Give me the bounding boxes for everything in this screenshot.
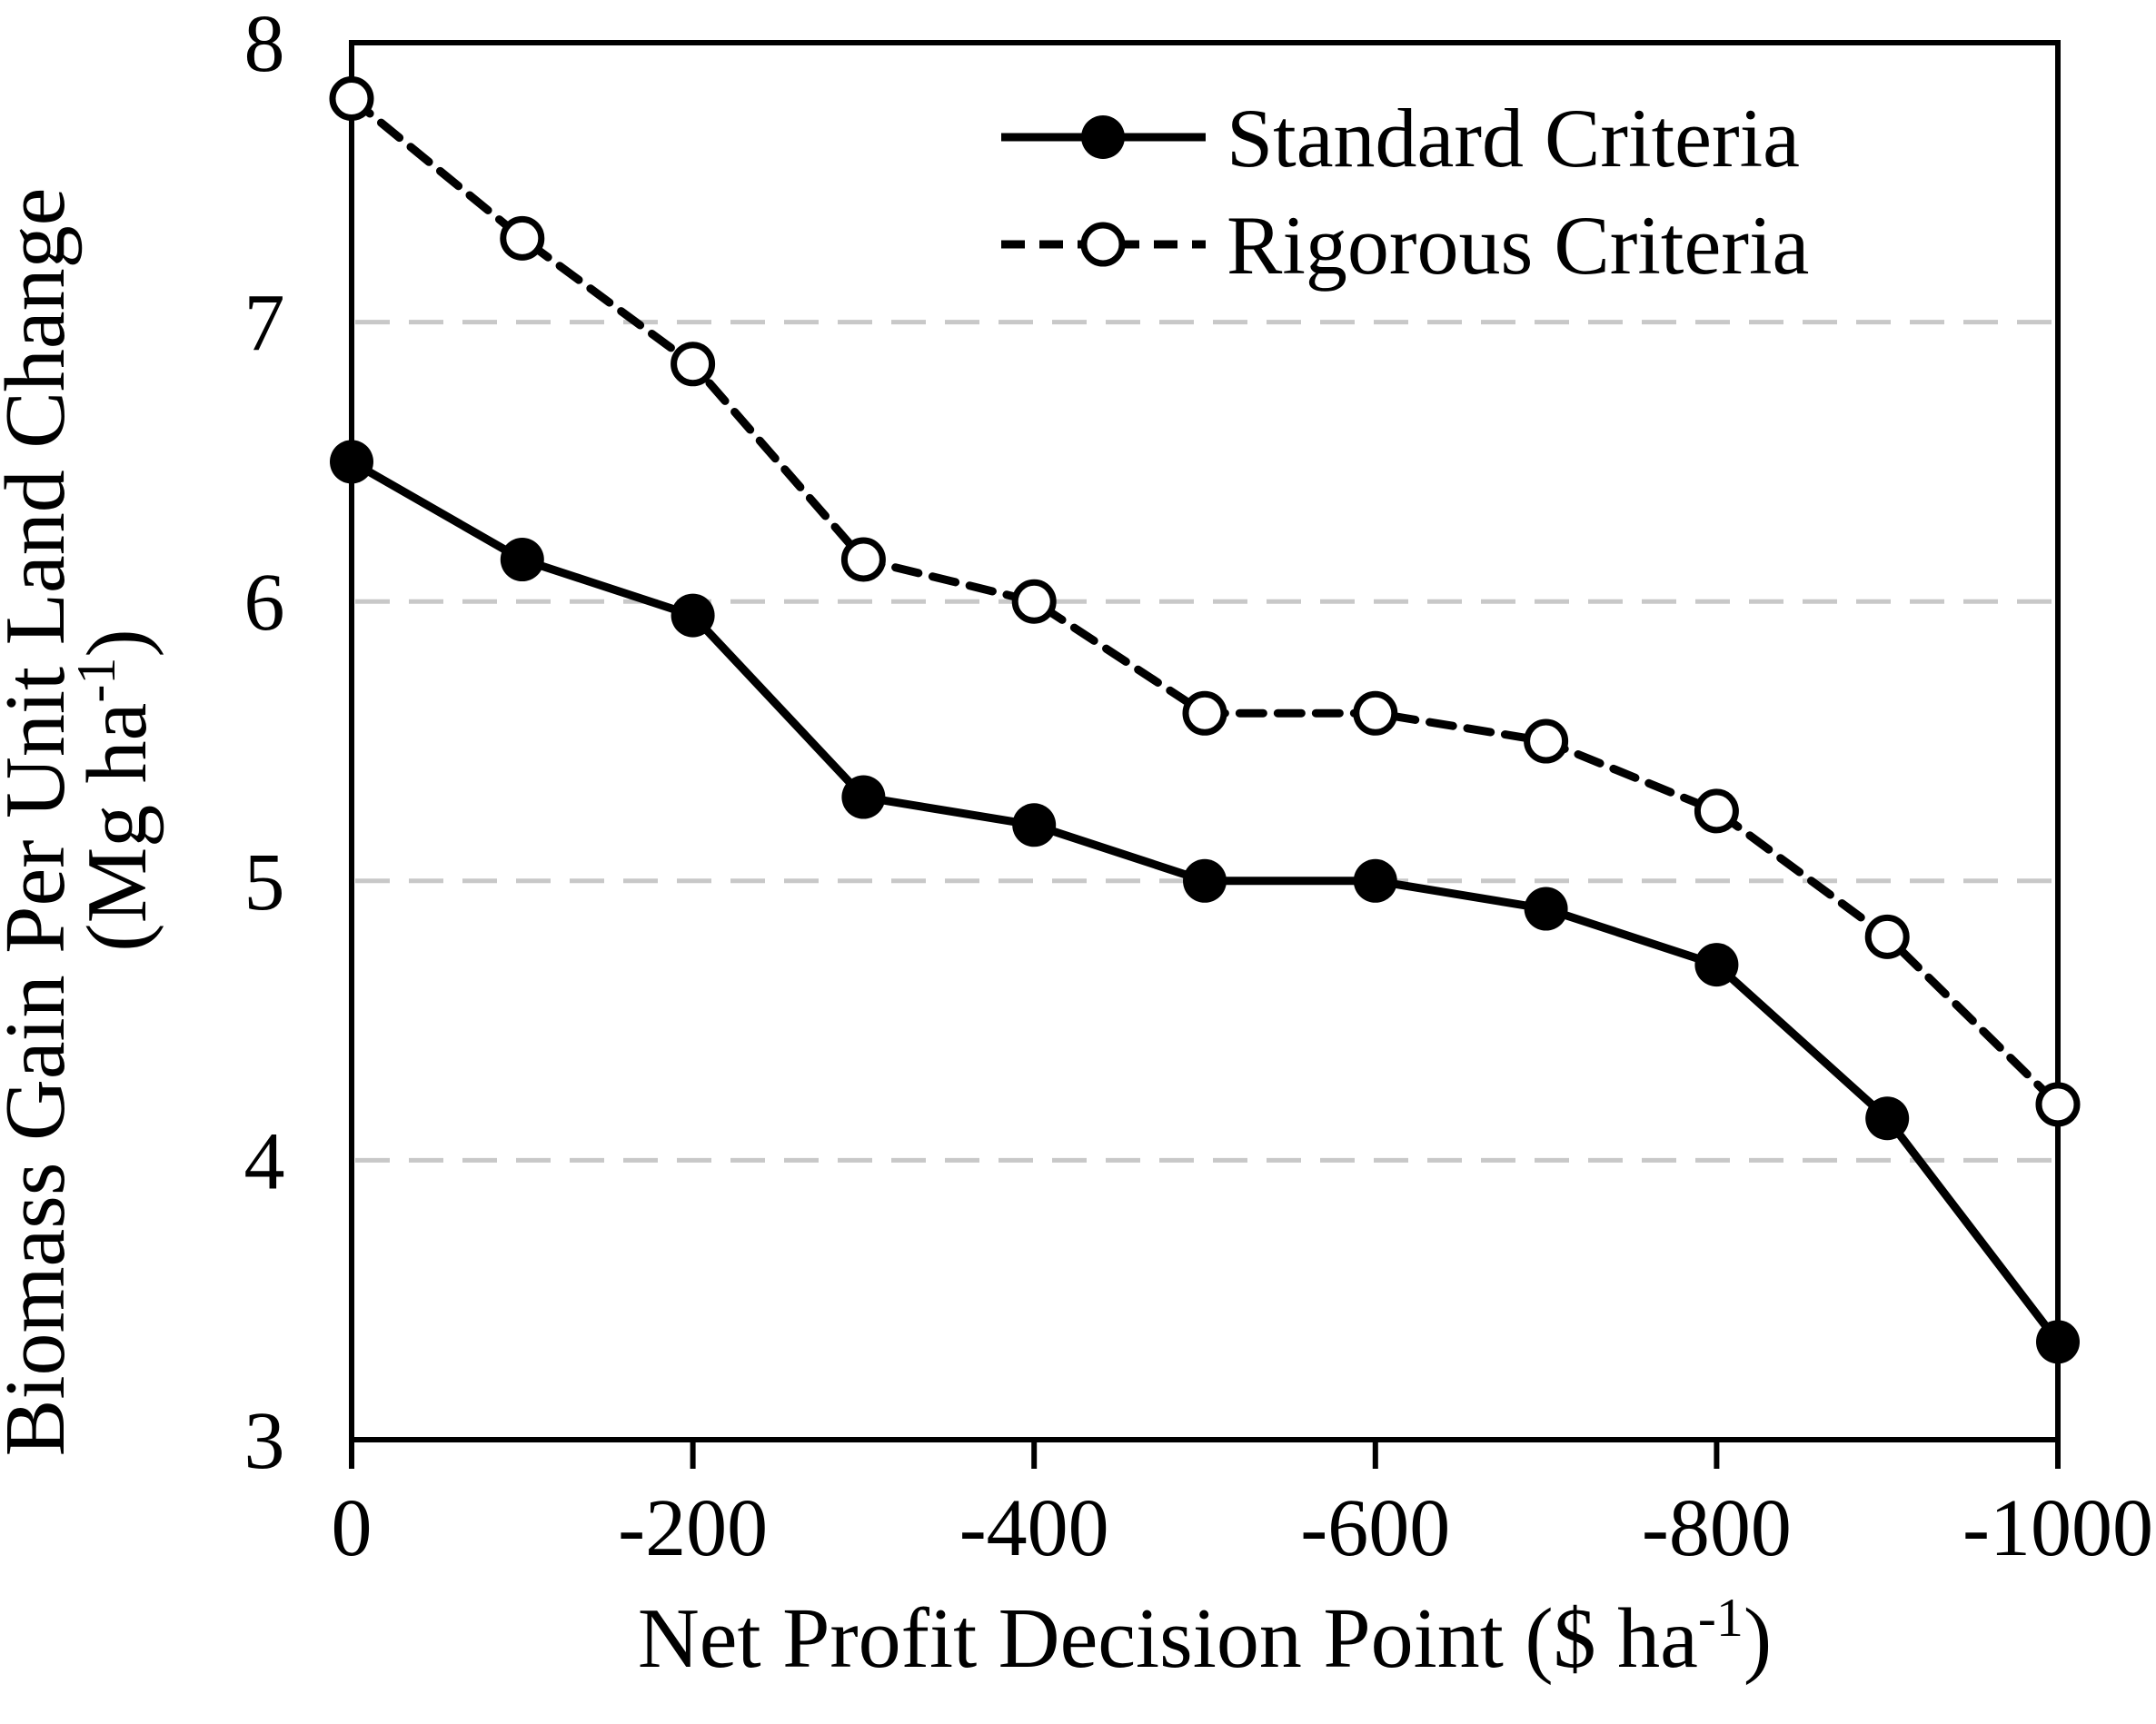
- legend-label-rigorous: Rigorous Criteria: [1227, 199, 1809, 292]
- y-axis-tick-labels: 3 4 5 6 7 8: [244, 0, 285, 1486]
- x-tick-label--600: -600: [1300, 1483, 1450, 1573]
- x-tick-label--400: -400: [959, 1483, 1109, 1573]
- x-tick-label--1000: -1000: [1962, 1483, 2153, 1573]
- marker-rigorous-criteria-x-600: [1353, 690, 1398, 736]
- marker-standard-criteria-x-1000: [2036, 1320, 2080, 1364]
- legend-marker-filled-circle: [1081, 115, 1125, 159]
- marker-standard-criteria-x-500: [1183, 858, 1227, 903]
- y-tick-label-6: 6: [244, 558, 285, 648]
- marker-standard-criteria-x-600: [1353, 858, 1397, 903]
- marker-rigorous-criteria-x-800: [1694, 788, 1739, 834]
- legend-label-standard: Standard Criteria: [1227, 92, 1800, 184]
- x-tick-label--800: -800: [1642, 1483, 1792, 1573]
- marker-standard-criteria-x-400: [1012, 803, 1057, 847]
- marker-standard-criteria-x-300: [841, 775, 886, 819]
- marker-rigorous-criteria-x-500: [1182, 690, 1227, 736]
- marker-rigorous-criteria-x-1000: [2035, 1082, 2081, 1127]
- marker-standard-criteria-x-100: [500, 538, 544, 582]
- marker-standard-criteria-x-800: [1694, 943, 1739, 987]
- y-axis-title-line1: Biomass Gain Per Unit Land Change: [0, 188, 83, 1457]
- marker-rigorous-criteria-x-400: [1011, 579, 1057, 624]
- legend-marker-open-circle: [1080, 222, 1126, 267]
- marker-rigorous-criteria-x-900: [1864, 914, 1910, 959]
- marker-rigorous-criteria-x-200: [671, 342, 716, 387]
- y-axis-title-line2: (Mg ha-1): [66, 629, 164, 951]
- y-tick-label-7: 7: [244, 279, 285, 369]
- x-axis-tick-labels: 0 -200 -400 -600 -800 -1000: [332, 1483, 2153, 1573]
- plot-border: [349, 40, 2061, 1442]
- marker-rigorous-criteria-x0: [329, 76, 374, 122]
- marker-standard-criteria-x-700: [1524, 887, 1568, 931]
- marker-rigorous-criteria-x-700: [1524, 718, 1569, 764]
- y-tick-label-8: 8: [244, 0, 285, 89]
- marker-rigorous-criteria-x-100: [500, 215, 545, 261]
- x-tick-label-0: 0: [332, 1483, 373, 1573]
- marker-rigorous-criteria-x-300: [840, 537, 886, 582]
- x-tick-label--200: -200: [618, 1483, 768, 1573]
- marker-standard-criteria-x0: [330, 440, 373, 484]
- legend-item-rigorous: Rigorous Criteria: [1001, 199, 1809, 292]
- y-tick-label-3: 3: [244, 1396, 285, 1486]
- legend-item-standard: Standard Criteria: [1001, 92, 1800, 184]
- x-axis-ticks: [349, 1440, 2061, 1469]
- marker-standard-criteria-x-200: [671, 593, 715, 638]
- marker-standard-criteria-x-900: [1865, 1096, 1910, 1141]
- y-tick-label-4: 4: [244, 1116, 285, 1206]
- x-axis-title: Net Profit Decision Point ($ ha-1): [638, 1588, 1772, 1686]
- legend: Standard Criteria Rigorous Criteria: [1001, 92, 1809, 292]
- y-tick-label-5: 5: [244, 837, 285, 927]
- data-series: [329, 76, 2081, 1364]
